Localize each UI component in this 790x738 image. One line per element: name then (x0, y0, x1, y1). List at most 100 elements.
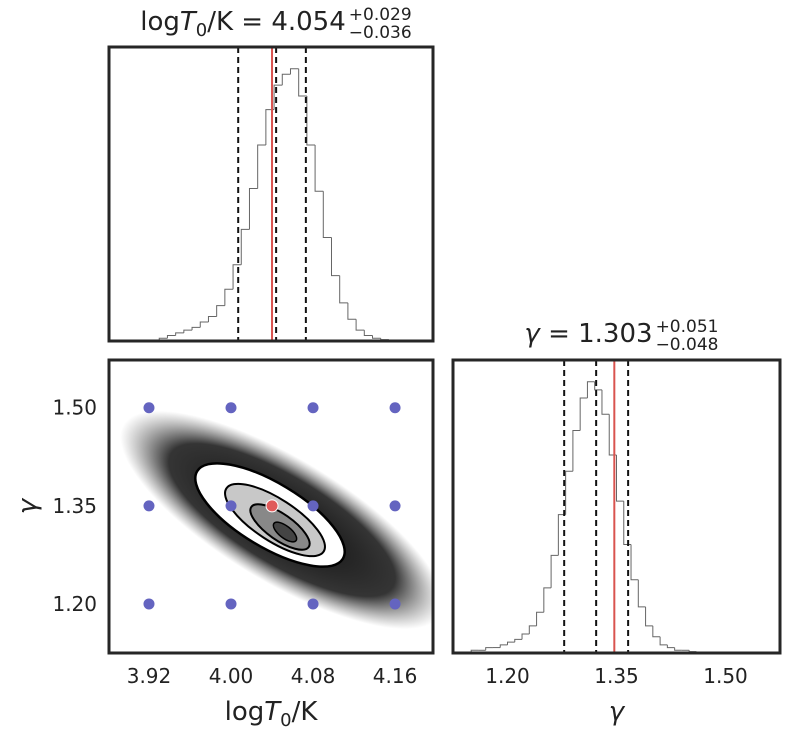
histogram-step (594, 381, 602, 391)
panel-title-part: T (180, 7, 198, 37)
histogram-step (257, 144, 266, 189)
panel-title-part: γ (524, 319, 541, 349)
y-tick-label: 1.35 (52, 494, 97, 518)
histogram-step (216, 305, 225, 317)
y-axis-label: γ (13, 497, 43, 514)
grid-point (225, 402, 237, 414)
histogram-step (207, 316, 217, 322)
histogram-step (363, 330, 373, 337)
x-tick-label: 1.20 (485, 664, 530, 688)
title-lower-error: −0.048 (656, 335, 719, 355)
x-tick-label: 1.50 (703, 664, 748, 688)
histogram-step (579, 397, 588, 431)
histogram-step (688, 650, 697, 653)
x-axis-label-part: γ (609, 697, 626, 727)
histogram-step (536, 611, 544, 626)
histogram-step (322, 191, 332, 239)
histogram-step (507, 641, 515, 645)
histogram-step (347, 302, 357, 320)
histogram-step (659, 636, 668, 646)
histogram-step (183, 329, 193, 333)
panel-title-part: = 1.303 (540, 319, 653, 349)
histogram-step (601, 389, 610, 415)
histogram-step (191, 326, 201, 331)
histogram-step (485, 647, 493, 651)
x-axis-label-part: log (225, 697, 265, 727)
x-axis-label-part: /K (292, 697, 319, 727)
x-tick-label: 4.08 (291, 664, 336, 688)
histogram-step (565, 470, 573, 515)
histogram-step (199, 321, 209, 328)
grid-point (389, 402, 401, 414)
panel-frame (107, 45, 435, 343)
histogram-step (232, 264, 242, 290)
y-tick-label: 1.20 (52, 592, 97, 616)
grid-point (307, 402, 319, 414)
truth-point (265, 499, 279, 513)
panel-title-part: 0 (196, 20, 207, 41)
histogram-step (645, 606, 653, 627)
panel-title-part: /K = 4.054 (207, 7, 346, 37)
grid-point (143, 598, 155, 610)
panel-title: logT0/K = 4.054 (140, 7, 346, 41)
panel-title-part: log (140, 7, 180, 37)
histogram-step (166, 335, 176, 339)
histogram-step (514, 638, 523, 643)
histogram-step (339, 275, 348, 304)
histogram-step (380, 338, 389, 341)
title-lower-error: −0.036 (349, 23, 412, 43)
x-tick-label: 4.16 (373, 664, 418, 688)
histogram-step (175, 332, 184, 336)
histogram-step (355, 319, 365, 331)
y-tick-label: 1.50 (52, 396, 97, 420)
x-axis-label-part: T (264, 697, 282, 727)
histogram-step (666, 644, 675, 649)
histogram-step (281, 73, 291, 86)
grid-point (225, 598, 237, 610)
title-upper-error: +0.029 (349, 5, 412, 25)
histogram-step (499, 644, 508, 648)
histogram-step (314, 145, 324, 192)
grid-point (307, 598, 319, 610)
histogram-step (608, 414, 617, 456)
histogram-step (248, 188, 258, 230)
histogram-step (289, 68, 299, 75)
histogram-step (550, 554, 559, 588)
grid-point (143, 402, 155, 414)
histogram-step (224, 288, 234, 306)
x-axis-label: logT0/K (225, 697, 319, 731)
histogram-step (674, 647, 682, 651)
title-upper-error: +0.051 (656, 317, 719, 337)
histogram-step (372, 335, 381, 339)
x-axis-label-part: 0 (280, 710, 291, 731)
histogram-step (528, 625, 537, 635)
density-cloud (120, 410, 433, 630)
histogram-step (652, 625, 661, 638)
histogram-step (586, 381, 595, 398)
panel-frame (451, 358, 782, 655)
histogram-step (273, 84, 283, 110)
histogram-step (330, 237, 340, 277)
histogram-step (240, 228, 250, 265)
histogram-step (543, 587, 552, 613)
histogram-step (298, 68, 307, 97)
grid-point (389, 500, 401, 512)
histogram-step (306, 96, 316, 146)
histogram-step (572, 430, 581, 472)
histogram-step (521, 633, 530, 640)
panel-title: γ = 1.303 (524, 319, 652, 349)
histogram-step (630, 544, 639, 581)
grid-point (225, 500, 237, 512)
x-axis-label: γ (609, 697, 626, 727)
panel-frame (107, 358, 435, 655)
grid-point (307, 500, 319, 512)
histogram-step (637, 579, 646, 608)
y-axis-label-part: γ (13, 497, 43, 514)
x-tick-label: 1.35 (594, 664, 639, 688)
x-tick-label: 4.00 (209, 664, 254, 688)
histogram-step (616, 454, 624, 502)
grid-point (143, 500, 155, 512)
grid-point (389, 598, 401, 610)
x-tick-label: 3.92 (127, 664, 172, 688)
